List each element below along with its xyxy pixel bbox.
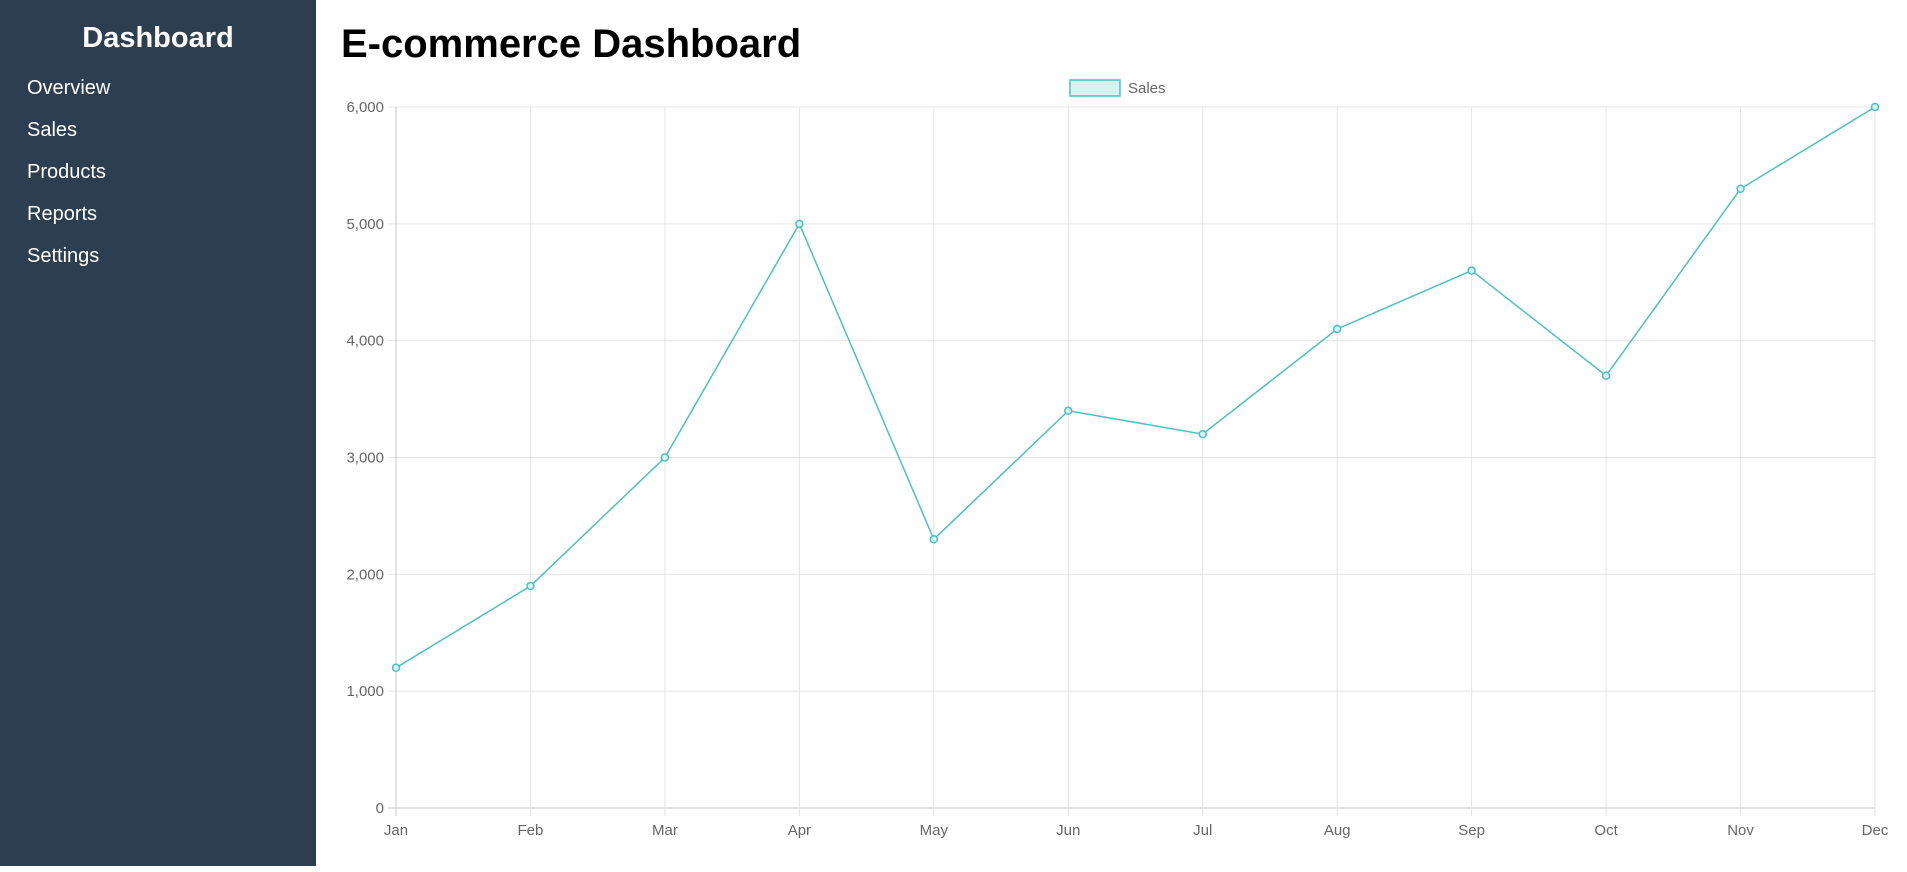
y-tick-label: 3,000	[346, 450, 384, 467]
legend-swatch	[1069, 79, 1121, 97]
x-tick-label: Dec	[1862, 822, 1889, 839]
y-tick-label: 4,000	[346, 333, 384, 350]
y-tick-label: 2,000	[346, 566, 384, 583]
sidebar-item-sales[interactable]: Sales	[27, 119, 78, 141]
sidebar-title: Dashboard	[82, 22, 234, 54]
x-tick-label: Feb	[518, 822, 544, 839]
sidebar-item-products[interactable]: Products	[27, 161, 106, 183]
sidebar-nav: Overview Sales Products Reports Settings	[27, 76, 110, 286]
x-tick-label: Oct	[1594, 822, 1618, 839]
data-point-jul	[1198, 429, 1207, 439]
data-point-mar	[660, 453, 670, 462]
sidebar-item-reports[interactable]: Reports	[27, 203, 98, 225]
data-point-jan	[391, 663, 401, 673]
y-tick-label: 5,000	[346, 216, 384, 233]
x-tick-label: Sep	[1458, 822, 1485, 839]
data-point-sep	[1467, 266, 1476, 275]
page-title: E-commerce Dashboard	[341, 22, 802, 66]
x-tick-label: Nov	[1727, 822, 1754, 839]
data-point-nov	[1736, 184, 1745, 194]
data-point-oct	[1601, 371, 1611, 380]
data-point-feb	[526, 581, 535, 591]
x-tick-label: Aug	[1324, 822, 1351, 839]
data-point-may	[929, 535, 939, 544]
data-point-aug	[1332, 324, 1342, 334]
y-tick-label: 6,000	[346, 99, 384, 116]
sidebar-item-settings[interactable]: Settings	[27, 245, 100, 267]
y-tick-label: 0	[376, 800, 384, 817]
x-tick-label: Mar	[652, 822, 678, 839]
x-tick-label: Jul	[1193, 822, 1212, 839]
data-point-jun	[1064, 406, 1073, 416]
sidebar-item-overview[interactable]: Overview	[27, 77, 111, 99]
data-point-dec	[1870, 102, 1880, 112]
x-tick-label: Jan	[384, 822, 408, 839]
legend-label: Sales	[1128, 80, 1166, 97]
x-tick-label: Apr	[788, 822, 811, 839]
sidebar: Dashboard Overview Sales Products Report…	[0, 0, 316, 866]
sales-line-chart: 0 1,000 2,000 3,000 4,000 5,000 6,000 Jan Feb Mar…	[346, 79, 1889, 839]
y-tick-label: 1,000	[346, 683, 384, 700]
x-tick-label: Jun	[1056, 822, 1080, 839]
data-point-apr	[795, 219, 804, 229]
x-tick-label: May	[920, 822, 949, 839]
series-line-sales	[395, 106, 1876, 669]
